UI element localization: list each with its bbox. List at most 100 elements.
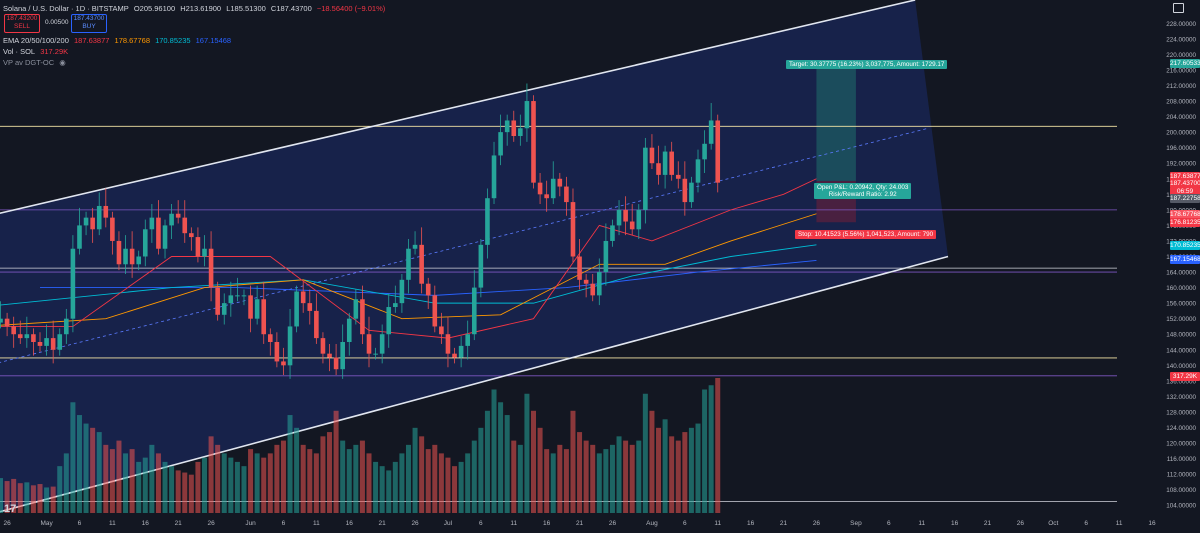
volume-legend[interactable]: Vol · SOL 317.29K (3, 47, 71, 56)
volume-bar (11, 478, 17, 513)
candle-body (116, 240, 122, 265)
candle (17, 320, 23, 344)
ema-legend[interactable]: EMA 20/50/100/200 187.63877 178.67768 17… (3, 36, 234, 45)
volume-bar (702, 389, 708, 513)
x-tick-label: 16 (543, 520, 551, 527)
vol-label: Vol · SOL (3, 47, 36, 56)
candle (715, 114, 721, 193)
candle-body (432, 295, 438, 327)
x-tick-label: 16 (346, 520, 354, 527)
candle (50, 320, 56, 364)
volume-bar (234, 461, 240, 513)
x-tick-label: 26 (3, 520, 11, 527)
candle-body (623, 209, 628, 222)
candle-body (110, 217, 115, 241)
candle-body (360, 299, 365, 335)
open-pnl-text: Open P&L: 0.20942, Qty: 24.003 (817, 184, 909, 191)
candle (360, 285, 365, 344)
volume-bar (662, 419, 668, 513)
candle (485, 188, 490, 259)
candle (518, 114, 523, 146)
volume-bar (340, 440, 346, 513)
spread-value: 0.00500 (45, 19, 69, 26)
candle-body (564, 186, 569, 203)
y-tick-label: 120.00000 (1166, 441, 1196, 448)
candle (439, 312, 444, 344)
volume-bar (359, 440, 365, 513)
candle-body (195, 237, 201, 257)
volume-bar (695, 423, 701, 513)
volume-bar (636, 440, 642, 513)
camera-icon[interactable] (1173, 3, 1184, 13)
candle (478, 239, 484, 298)
x-tick-label: 6 (479, 520, 483, 527)
candle (64, 308, 69, 344)
volume-bar (103, 444, 109, 513)
volume-bar (524, 393, 530, 513)
candle-body (445, 334, 451, 354)
candle (702, 130, 707, 173)
y-tick-label: 216.00000 (1166, 67, 1196, 74)
candle-body (254, 299, 260, 319)
candle-body (314, 310, 319, 339)
stop-label[interactable]: Stop: 10.41523 (5.56%) 1,041,523, Amount… (795, 230, 937, 239)
volume-bar (215, 444, 221, 513)
candle-body (44, 338, 49, 346)
y-tick-label: 132.00000 (1166, 394, 1196, 401)
volume-bar (136, 461, 142, 513)
volume-bar (182, 472, 188, 513)
candle-body (327, 353, 332, 358)
x-tick-label: 26 (207, 520, 215, 527)
candle (629, 204, 635, 236)
volume-bar (83, 423, 89, 513)
candle-body (129, 248, 135, 265)
eye-icon[interactable]: ◉ (59, 58, 66, 67)
target-label[interactable]: Target: 30.37775 (16.23%) 3,037,775, Amo… (786, 60, 948, 69)
price-tag: 217.60533 (1170, 59, 1200, 69)
sell-button[interactable]: 187.43200 SELL (4, 14, 40, 33)
candle-body (406, 248, 411, 280)
candle-body (70, 248, 76, 319)
volume-bar (471, 440, 477, 513)
volume-bar (142, 457, 148, 513)
x-tick-label: 26 (813, 520, 821, 527)
buy-button[interactable]: 187.43700 BUY (71, 14, 107, 33)
candle (24, 316, 30, 348)
candle (544, 180, 549, 212)
y-tick-label: 124.00000 (1166, 425, 1196, 432)
candle (399, 273, 405, 313)
price-tag: 176.81235 (1170, 217, 1200, 227)
y-tick-label: 128.00000 (1166, 409, 1196, 416)
candle (590, 273, 596, 302)
candle-body (175, 213, 181, 218)
open-pnl-label[interactable]: Open P&L: 0.20942, Qty: 24.003 Risk/Rewa… (814, 183, 912, 199)
vp-legend[interactable]: VP av DGT-OC ◉ (3, 58, 69, 67)
candle-body (37, 342, 43, 346)
candle-body (64, 318, 69, 335)
x-tick-label: 21 (984, 520, 992, 527)
candle-body (485, 198, 490, 245)
volume-bar (623, 440, 629, 513)
volume-bar (17, 483, 23, 513)
ohlc-high: H213.61900 (180, 4, 222, 13)
ema20-line (0, 178, 817, 339)
x-tick-label: 6 (887, 520, 891, 527)
y-tick-label: 200.00000 (1166, 130, 1196, 137)
candle-body (274, 342, 280, 362)
candle-body (511, 120, 517, 137)
volume-bar (445, 457, 451, 513)
volume-bar (570, 410, 576, 513)
candle (44, 324, 49, 356)
x-tick-label: 16 (142, 520, 150, 527)
candle (136, 250, 141, 271)
symbol-header: Solana / U.S. Dollar · 1D · BITSTAMP O20… (3, 4, 388, 13)
volume-bar (629, 444, 635, 513)
volume-bar (24, 482, 30, 513)
volume-bar (333, 410, 339, 513)
candle (228, 281, 234, 317)
candle (116, 231, 122, 271)
candle (564, 176, 569, 216)
y-tick-label: 192.00000 (1166, 161, 1196, 168)
candle-body (590, 283, 596, 296)
